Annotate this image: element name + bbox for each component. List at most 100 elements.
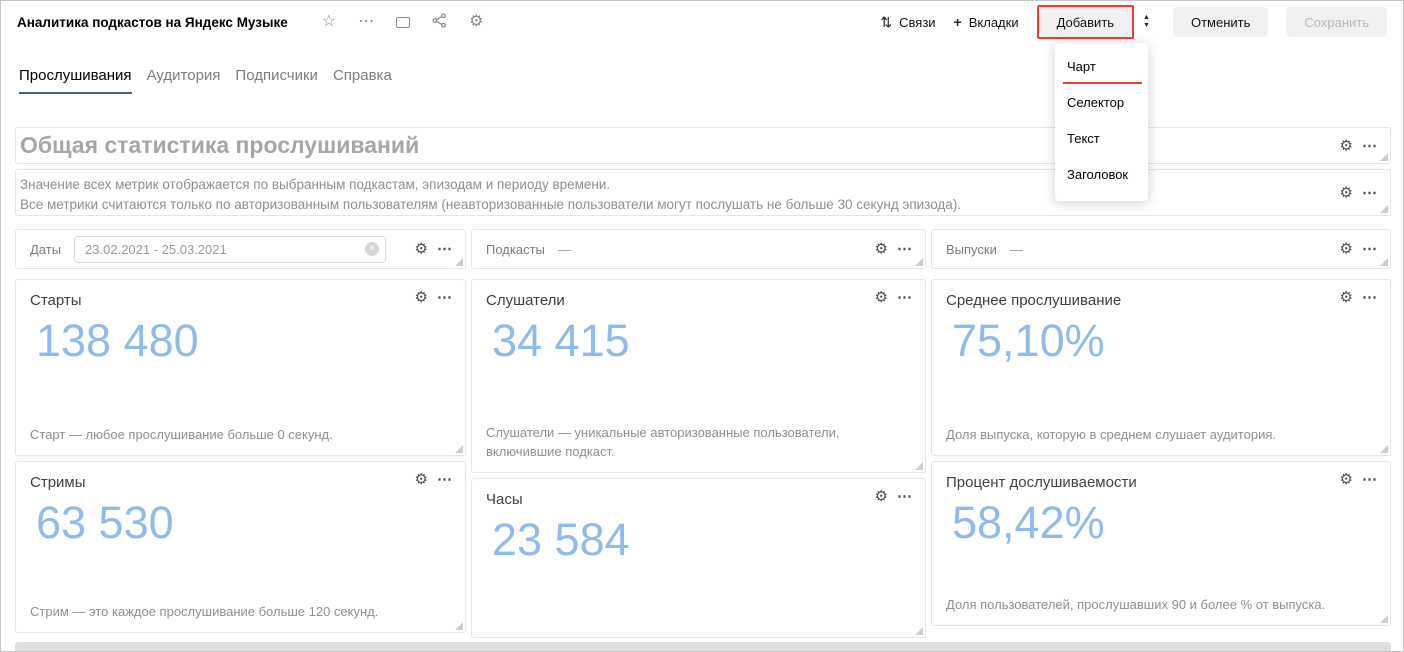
metric-card-completion-rate: Процент дослушиваемости 58,42% Доля поль… [931, 461, 1391, 626]
resize-handle[interactable] [915, 462, 923, 470]
widget-controls: ⚙ ⋯ [1340, 138, 1378, 153]
widget-controls: ⚙ ⋯ [1340, 472, 1378, 487]
tab-listens[interactable]: Прослушивания [19, 67, 132, 94]
episodes-filter-widget: Выпуски — ⚙ ⋯ [931, 229, 1391, 269]
metric-value: 63 530 [36, 497, 174, 548]
widget-controls: ⚙ ⋯ [1340, 242, 1378, 257]
metric-card-average-listen: Среднее прослушивание 75,10% Доля выпуск… [931, 279, 1391, 456]
menu-item-chart[interactable]: Чарт [1055, 49, 1148, 85]
resize-handle[interactable] [915, 627, 923, 635]
annotation-underline [1063, 82, 1142, 84]
cancel-button[interactable]: Отменить [1172, 7, 1269, 37]
menu-item-title[interactable]: Заголовок [1067, 167, 1129, 182]
podcasts-filter-value[interactable]: — [557, 241, 571, 257]
settings-icon[interactable]: ⚙ [1339, 137, 1353, 154]
settings-icon[interactable]: ⚙ [414, 289, 428, 306]
links-button[interactable]: ⇅ Связи [880, 14, 935, 31]
options-icon[interactable]: ⋯ [437, 289, 453, 306]
settings-icon[interactable]: ⚙ [1339, 289, 1353, 306]
widget-controls: ⚙ ⋯ [415, 472, 453, 487]
menu-item-text[interactable]: Текст [1067, 131, 1100, 146]
resize-handle[interactable] [455, 258, 463, 266]
settings-icon[interactable]: ⚙ [414, 240, 428, 258]
clear-icon[interactable]: × [365, 242, 380, 256]
settings-icon[interactable]: ⚙ [874, 289, 888, 306]
metric-card-starts: Старты 138 480 Старт — любое прослушиван… [15, 279, 466, 456]
settings-icon[interactable]: ⚙ [414, 471, 428, 488]
widget-controls: ⚙ ⋯ [875, 489, 913, 504]
metric-description: Доля выпуска, которую в среднем слушает … [946, 427, 1276, 442]
metric-title: Часы [486, 491, 523, 508]
caret-down-icon: ▼ [1143, 21, 1150, 29]
resize-handle[interactable] [1380, 258, 1388, 266]
options-icon[interactable]: ⋯ [1362, 289, 1378, 306]
add-dropdown-menu: Чарт Селектор Текст Заголовок [1055, 43, 1148, 201]
save-button[interactable]: Сохранить [1286, 7, 1387, 37]
dashboard-title: Аналитика подкастов на Яндекс Музыке [17, 14, 288, 30]
menu-item-selector[interactable]: Селектор [1067, 95, 1125, 110]
date-range-input[interactable] [74, 235, 387, 263]
resize-handle[interactable] [1380, 615, 1388, 623]
settings-icon[interactable]: ⚙ [874, 240, 888, 258]
metric-value: 23 584 [492, 514, 630, 565]
settings-icon[interactable]: ⚙ [874, 488, 888, 505]
metric-title: Процент дослушиваемости [946, 474, 1137, 491]
options-icon[interactable]: ⋯ [897, 240, 913, 258]
options-icon[interactable]: ⋯ [437, 471, 453, 488]
more-icon[interactable]: ⋯ [358, 13, 375, 30]
widget-controls: ⚙ ⋯ [415, 290, 453, 305]
topbar: Аналитика подкастов на Яндекс Музыке ☆ ⋯… [1, 1, 1403, 43]
metric-description: Доля пользователей, прослушавших 90 и бо… [946, 597, 1326, 612]
options-icon[interactable]: ⋯ [1362, 240, 1378, 258]
options-icon[interactable]: ⋯ [897, 289, 913, 306]
settings-icon[interactable]: ⚙ [1339, 471, 1353, 488]
star-icon[interactable]: ☆ [321, 13, 337, 30]
tab-subscribers[interactable]: Подписчики [235, 67, 318, 84]
topbar-right: ⇅ Связи + Вкладки Добавить ▲ ▼ Отменить … [880, 5, 1387, 39]
resize-handle[interactable] [1380, 445, 1388, 453]
widget-controls: ⚙ ⋯ [875, 242, 913, 257]
add-tab-button[interactable]: + Вкладки [954, 15, 1019, 30]
section-heading: Общая статистика прослушиваний [20, 132, 420, 158]
metric-value: 75,10% [952, 315, 1105, 366]
tab-help[interactable]: Справка [332, 67, 392, 84]
settings-icon[interactable]: ⚙ [1339, 184, 1353, 201]
metric-card-streams: Стримы 63 530 Стрим — это каждое прослуш… [15, 461, 466, 633]
settings-icon[interactable]: ⚙ [1339, 240, 1353, 258]
metric-title: Слушатели [486, 292, 565, 309]
metric-title: Среднее прослушивание [946, 292, 1122, 309]
resize-handle[interactable] [455, 622, 463, 630]
title-widget: Общая статистика прослушиваний ⚙ ⋯ [15, 127, 1391, 164]
fullscreen-icon[interactable] [396, 16, 411, 28]
metric-description: Слушатели — уникальные авторизованные по… [486, 425, 840, 459]
text-widget: Значение всех метрик отображается по выб… [15, 169, 1391, 216]
podcasts-filter-label: Подкасты [486, 241, 545, 257]
options-icon[interactable]: ⋯ [437, 240, 453, 258]
metric-description: Стрим — это каждое прослушивание больше … [30, 604, 379, 619]
date-filter-widget: Даты × ⚙ ⋯ [15, 229, 466, 269]
resize-handle[interactable] [1380, 153, 1388, 161]
add-button[interactable]: Добавить [1038, 7, 1133, 37]
add-button-group: Добавить ▲ ▼ [1036, 5, 1155, 39]
add-dropdown-caret[interactable]: ▲ ▼ [1138, 14, 1155, 29]
options-icon[interactable]: ⋯ [1362, 184, 1378, 201]
share-icon[interactable] [432, 12, 447, 32]
dashboard-tabs: Прослушивания Аудитория Подписчики Справ… [19, 67, 392, 94]
widget-controls: ⚙ ⋯ [415, 242, 453, 257]
widget-controls: ⚙ ⋯ [1340, 290, 1378, 305]
options-icon[interactable]: ⋯ [897, 488, 913, 505]
resize-handle[interactable] [915, 258, 923, 266]
metric-value: 138 480 [36, 315, 199, 366]
caret-up-icon: ▲ [1143, 14, 1150, 22]
metric-title: Старты [30, 292, 82, 309]
episodes-filter-value[interactable]: — [1009, 241, 1023, 257]
podcasts-filter-widget: Подкасты — ⚙ ⋯ [471, 229, 926, 269]
tab-audience[interactable]: Аудитория [146, 67, 221, 84]
resize-handle[interactable] [455, 445, 463, 453]
date-filter-label: Даты [30, 241, 62, 257]
resize-handle[interactable] [1380, 205, 1388, 213]
options-icon[interactable]: ⋯ [1362, 137, 1378, 154]
episodes-filter-label: Выпуски [946, 241, 997, 257]
options-icon[interactable]: ⋯ [1362, 471, 1378, 488]
settings-icon[interactable]: ⚙ [469, 13, 484, 30]
